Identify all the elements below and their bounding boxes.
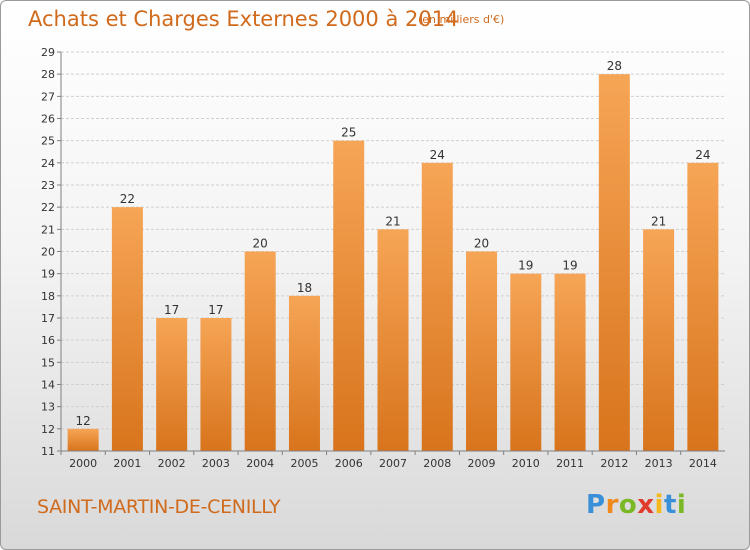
bar-2000 xyxy=(67,428,99,451)
brand-letter: i xyxy=(654,490,664,520)
bar-2014 xyxy=(687,162,719,452)
chart-title: Achats et Charges Externes 2000 à 2014 xyxy=(28,7,459,31)
x-tick-label: 2003 xyxy=(202,457,230,470)
data-label-2000: 12 xyxy=(75,414,90,428)
chart-subtitle: (en milliers d'€) xyxy=(418,13,505,26)
brand-letter: P xyxy=(586,490,606,520)
bar-2005 xyxy=(288,295,320,451)
data-label-2005: 18 xyxy=(297,281,312,295)
data-label-2012: 28 xyxy=(607,59,622,73)
x-tick-label: 2011 xyxy=(556,457,584,470)
data-label-2013: 21 xyxy=(651,214,666,228)
y-tick-label: 24 xyxy=(41,157,55,170)
x-tick-label: 2007 xyxy=(379,457,407,470)
bar-2013 xyxy=(643,229,675,451)
y-tick-label: 16 xyxy=(41,334,55,347)
bar-2002 xyxy=(156,318,188,451)
x-tick-label: 2012 xyxy=(600,457,628,470)
x-tick-label: 2004 xyxy=(246,457,274,470)
y-tick-label: 27 xyxy=(41,90,55,103)
x-tick-label: 2006 xyxy=(335,457,363,470)
y-tick-label: 12 xyxy=(41,423,55,436)
brand-letter: i xyxy=(676,490,687,520)
y-tick-label: 23 xyxy=(41,179,55,192)
bar-2008 xyxy=(421,162,453,452)
data-label-2007: 21 xyxy=(385,214,400,228)
data-label-2003: 17 xyxy=(208,303,223,317)
bar-2003 xyxy=(200,318,232,451)
x-tick-label: 2001 xyxy=(113,457,141,470)
data-label-2008: 24 xyxy=(430,148,445,162)
brand-logo: Proxiti xyxy=(586,490,686,520)
data-label-2010: 19 xyxy=(518,259,533,273)
y-tick-label: 25 xyxy=(41,135,55,148)
y-tick-label: 26 xyxy=(41,113,55,126)
y-tick-label: 19 xyxy=(41,268,55,281)
data-label-2006: 25 xyxy=(341,126,356,140)
data-label-2011: 19 xyxy=(562,259,577,273)
x-tick-label: 2013 xyxy=(645,457,673,470)
bar-2007 xyxy=(377,229,409,451)
bar-2010 xyxy=(510,273,542,451)
bar-2001 xyxy=(111,207,143,451)
data-label-2009: 20 xyxy=(474,237,489,251)
data-label-2004: 20 xyxy=(253,237,268,251)
y-tick-label: 28 xyxy=(41,68,55,81)
y-tick-label: 20 xyxy=(41,246,55,259)
y-tick-label: 22 xyxy=(41,201,55,214)
y-tick-label: 18 xyxy=(41,290,55,303)
data-label-2001: 22 xyxy=(120,192,135,206)
x-tick-label: 2005 xyxy=(290,457,318,470)
city-name: SAINT-MARTIN-DE-CENILLY xyxy=(37,496,281,518)
y-tick-label: 15 xyxy=(41,356,55,369)
brand-letter: x xyxy=(637,490,655,520)
bars xyxy=(67,74,719,452)
x-tick-label: 2002 xyxy=(158,457,186,470)
x-tick-label: 2000 xyxy=(69,457,97,470)
data-label-2014: 24 xyxy=(695,148,710,162)
bar-2006 xyxy=(333,140,365,451)
y-tick-label: 21 xyxy=(41,223,55,236)
bar-2011 xyxy=(554,273,586,451)
bar-2012 xyxy=(598,74,630,452)
brand-letter: o xyxy=(618,490,638,520)
x-tick-label: 2010 xyxy=(512,457,540,470)
axes: 11 12 13 14 15 16 17 18 19 20 21 22 23 24 25 26 27 28 29 20… xyxy=(41,46,725,470)
y-tick-label: 13 xyxy=(41,401,55,414)
x-tick-label: 2014 xyxy=(689,457,717,470)
data-labels: 12 22 17 17 20 18 25 21 24 20 19 19 28 21 24 xyxy=(75,59,710,428)
y-tick-label: 29 xyxy=(41,46,55,59)
brand-letter: r xyxy=(605,490,619,520)
x-tick-label: 2008 xyxy=(423,457,451,470)
bar-2009 xyxy=(466,251,498,451)
data-label-2002: 17 xyxy=(164,303,179,317)
y-tick-label: 14 xyxy=(41,379,55,392)
bar-2004 xyxy=(244,251,276,451)
brand-letter: t xyxy=(663,490,677,520)
y-tick-label: 11 xyxy=(41,445,55,458)
y-tick-label: 17 xyxy=(41,312,55,325)
x-tick-label: 2009 xyxy=(468,457,496,470)
